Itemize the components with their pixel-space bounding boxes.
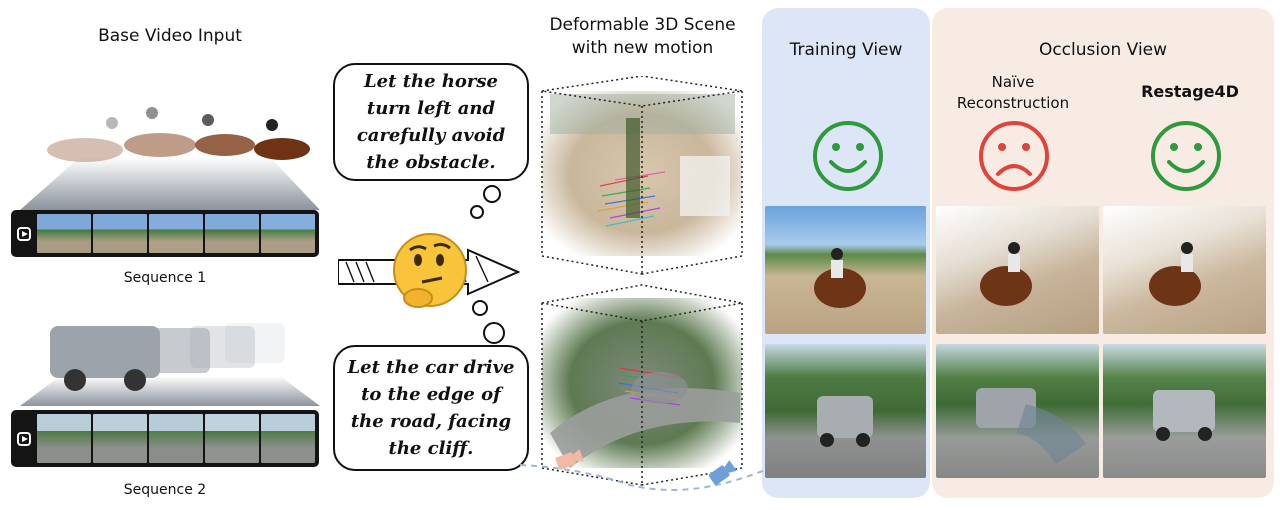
restage4d-car-image [1103, 344, 1266, 478]
naive-horse-image [936, 206, 1099, 334]
deformable-title-line1: Deformable 3D Scene [549, 15, 736, 35]
deformable-title-line2: with new motion [571, 38, 714, 58]
sequence1-caption: Sequence 1 [123, 270, 207, 286]
sequence1-filmstrip [11, 210, 319, 257]
restage4d-horse-image [1103, 206, 1266, 334]
training-view-horse-image [765, 206, 926, 334]
thinking-face-icon [393, 233, 467, 308]
film-frame [261, 414, 315, 463]
car-scene-cube [541, 284, 743, 486]
camera-icon [555, 449, 584, 470]
sequence2-caption: Sequence 2 [123, 482, 207, 498]
happy-face-icon [813, 121, 883, 191]
film-frame [205, 414, 259, 463]
film-frame [149, 414, 203, 463]
film-frame [93, 214, 147, 253]
video-icon [17, 431, 31, 446]
naive-reconstruction-label: Naïve Reconstruction [956, 73, 1070, 112]
thought-dot [470, 205, 484, 219]
thinking-arrow [338, 233, 521, 308]
training-view-title: Training View [789, 40, 903, 60]
thought-dot [472, 300, 488, 316]
car-prompt-bubble: Let the car drive to the edge of the roa… [333, 345, 529, 471]
naive-car-image [936, 344, 1099, 478]
film-frame [149, 214, 203, 253]
film-frame [261, 214, 315, 253]
film-frame [37, 214, 91, 253]
happy-face-icon [1151, 121, 1221, 191]
horse-scene-cube [541, 76, 743, 275]
film-frame [205, 214, 259, 253]
car-sequence-illustration [20, 323, 320, 406]
horse-prompt-bubble: Let the horse turn left and carefully av… [333, 63, 529, 181]
restage4d-label: Restage4D [1141, 82, 1239, 101]
sequence2-filmstrip [11, 410, 319, 467]
base-video-title: Base Video Input [98, 26, 242, 46]
camera-icon [708, 460, 737, 485]
occlusion-view-title: Occlusion View [1038, 40, 1168, 60]
sad-face-icon [979, 121, 1049, 191]
film-frame [93, 414, 147, 463]
deformable-scene-title: Deformable 3D Scene with new motion [530, 14, 755, 60]
training-view-car-image [765, 344, 926, 478]
thought-dot [483, 185, 501, 203]
video-icon [17, 226, 31, 241]
film-frame [37, 414, 91, 463]
thought-dot [483, 322, 505, 344]
horse-sequence-illustration [20, 107, 320, 210]
camera-trajectory [520, 449, 766, 491]
